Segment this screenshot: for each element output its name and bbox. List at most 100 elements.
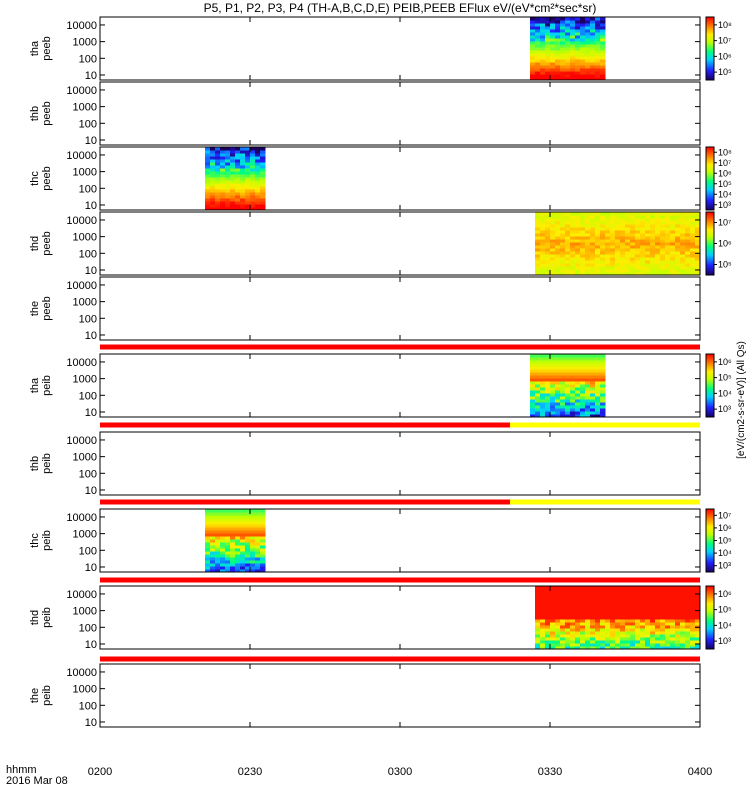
- spectrogram-cell: [595, 239, 601, 243]
- y-tick-label: 100: [79, 248, 97, 260]
- spectrogram-cell: [615, 640, 621, 644]
- spectrogram-cell: [615, 595, 621, 599]
- spectrogram-cell: [570, 357, 576, 361]
- spectrogram-cell: [240, 189, 246, 193]
- spectrogram-cell: [625, 269, 631, 273]
- spectrogram-cell: [610, 637, 616, 641]
- spectrogram-cell: [600, 236, 606, 240]
- spectrogram-cell: [225, 560, 231, 564]
- spectrogram-cell: [570, 601, 576, 605]
- spectrogram-cell: [550, 53, 556, 57]
- spectrogram-cell: [630, 218, 636, 222]
- spectrogram-cell: [535, 62, 541, 66]
- spectrogram-cell: [570, 402, 576, 406]
- spectrogram-cell: [680, 227, 686, 231]
- spectrogram-cell: [210, 524, 216, 528]
- spectrogram-cell: [565, 239, 571, 243]
- spectrogram-cell: [580, 257, 586, 261]
- spectrogram-cell: [585, 71, 591, 75]
- spectrogram-cell: [205, 521, 211, 525]
- spectrogram-cell: [570, 242, 576, 246]
- spectrogram-cell: [595, 260, 601, 264]
- spectrogram-cell: [535, 59, 541, 63]
- spectrogram-cell: [620, 239, 626, 243]
- spectrogram-cell: [220, 518, 226, 522]
- spectrogram-cell: [630, 215, 636, 219]
- spectrogram-cell: [235, 207, 241, 211]
- spectrogram-cell: [625, 613, 631, 617]
- spectrogram-cell: [220, 159, 226, 163]
- spectrogram-cell: [560, 26, 566, 30]
- spectrogram-cell: [615, 269, 621, 273]
- spectrogram-cell: [235, 186, 241, 190]
- spectrogram-cell: [605, 589, 611, 593]
- spectrogram-cell: [555, 408, 561, 412]
- colorbar-tick-label: 10³: [718, 636, 731, 646]
- spectrogram-cell: [555, 640, 561, 644]
- spectrogram-cell: [580, 272, 586, 276]
- spectrogram-cell: [570, 35, 576, 39]
- spectrogram-cell: [595, 610, 601, 614]
- spectrogram-cell: [560, 62, 566, 66]
- panel-ylabel: thcpeeb: [29, 166, 53, 190]
- spectrogram-cell: [585, 251, 591, 255]
- spectrogram-cell: [230, 150, 236, 154]
- spectrogram-cell: [570, 236, 576, 240]
- spectrogram-cell: [695, 640, 701, 644]
- spectrogram-cell: [535, 604, 541, 608]
- spectrogram-cell: [690, 254, 696, 258]
- spectrogram-cell: [585, 230, 591, 234]
- spectrogram-cell: [600, 622, 606, 626]
- spectrogram-cell: [570, 71, 576, 75]
- spectrogram-cell: [675, 272, 681, 276]
- y-tick-label: 10000: [66, 20, 97, 32]
- spectrogram-cell: [225, 518, 231, 522]
- spectrogram-cell: [550, 372, 556, 376]
- spectrogram-cell: [560, 35, 566, 39]
- spectrogram-cell: [225, 569, 231, 573]
- spectrogram-cell: [535, 35, 541, 39]
- spectrogram-cell: [595, 369, 601, 373]
- spectrogram-cell: [695, 586, 701, 590]
- spectrogram-cell: [600, 62, 606, 66]
- spectrogram-cell: [645, 640, 651, 644]
- spectrogram-cell: [680, 637, 686, 641]
- spectrogram-cell: [605, 227, 611, 231]
- spectrogram-cell: [685, 254, 691, 258]
- spectrogram-cell: [605, 245, 611, 249]
- spectrogram-cell: [545, 405, 551, 409]
- spectrogram-cell: [530, 29, 536, 33]
- spectrogram-cell: [655, 260, 661, 264]
- spectrogram-cell: [640, 643, 646, 647]
- spectrogram-cell: [540, 50, 546, 54]
- spectrogram-cell: [545, 390, 551, 394]
- spectrogram-cell: [535, 224, 541, 228]
- spectrogram-cell: [235, 521, 241, 525]
- spectrogram-cell: [260, 153, 266, 157]
- spectrogram-cell: [640, 272, 646, 276]
- spectrogram-cell: [225, 545, 231, 549]
- panel-ylabel-probe: tha: [29, 40, 41, 56]
- spectrogram-cell: [205, 177, 211, 181]
- spectrogram-cell: [690, 239, 696, 243]
- spectrogram-cell: [205, 569, 211, 573]
- spectrogram-cell: [235, 162, 241, 166]
- spectrogram-cell: [575, 366, 581, 370]
- spectrogram-cell: [610, 625, 616, 629]
- spectrogram-cell: [555, 411, 561, 415]
- spectrogram-cell: [680, 266, 686, 270]
- spectrogram-cell: [550, 414, 556, 418]
- spectrogram-cell: [575, 62, 581, 66]
- spectrogram-cell: [250, 174, 256, 178]
- spectrogram-cell: [245, 192, 251, 196]
- spectrogram-cell: [540, 215, 546, 219]
- spectrogram-cell: [660, 239, 666, 243]
- spectrogram-cell: [665, 239, 671, 243]
- spectrogram-cell: [590, 251, 596, 255]
- spectrogram-cell: [250, 566, 256, 570]
- spectrogram-cell: [230, 557, 236, 561]
- spectrogram-cell: [575, 65, 581, 69]
- spectrogram-cell: [235, 198, 241, 202]
- spectrogram-cell: [535, 26, 541, 30]
- spectrogram-cell: [540, 396, 546, 400]
